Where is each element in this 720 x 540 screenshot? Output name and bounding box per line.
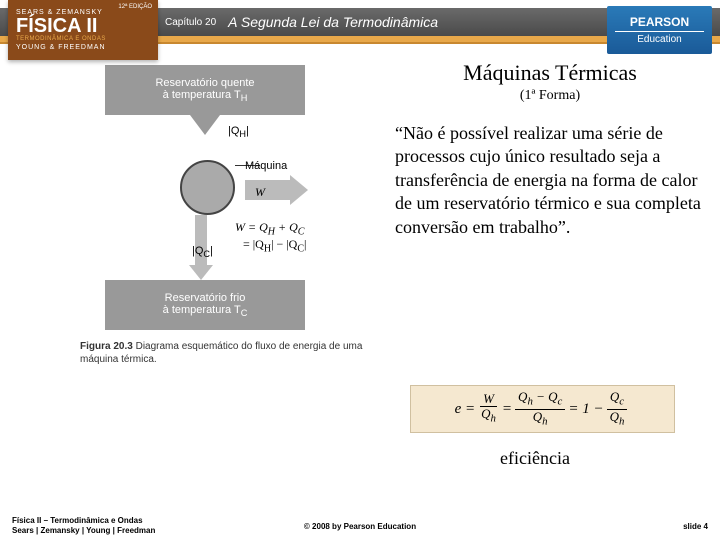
efficiency-label: eficiência	[500, 448, 570, 469]
cold-label1: Reservatório frio	[165, 292, 246, 304]
chapter-label: Capítulo 20	[165, 17, 216, 28]
arrow-qh	[190, 115, 220, 135]
pearson-text2: Education	[637, 34, 681, 45]
text-column: Máquinas Térmicas (1ª Forma) “Não é poss…	[395, 60, 705, 239]
w-label: W	[255, 185, 265, 200]
body-text: “Não é possível realizar uma série de pr…	[395, 122, 705, 239]
footer-left-line2: Sears | Zemansky | Young | Freedman	[12, 526, 155, 536]
book-sub2: YOUNG & FREEDMAN	[16, 44, 150, 51]
one-minus: = 1 −	[568, 401, 603, 418]
slide-content: Reservatório quente à temperatura TH |QH…	[0, 50, 720, 500]
qh-label: |QH|	[228, 125, 249, 139]
efficiency-formula: e = W Qh = Qh − Qc Qh = 1 − Qc Qh	[410, 385, 675, 433]
machine-circle	[180, 160, 235, 215]
sub-title: (1ª Forma)	[395, 88, 705, 104]
equals-1: =	[502, 401, 512, 418]
cold-reservoir: Reservatório frio à temperatura TC	[105, 280, 305, 330]
pearson-divider	[615, 31, 704, 32]
energy-flow-diagram: Reservatório quente à temperatura TH |QH…	[80, 65, 330, 135]
footer-left-line1: Física II – Termodinâmica e Ondas	[12, 516, 155, 526]
slide-header: Capítulo 20 A Segunda Lei da Termodinâmi…	[0, 0, 720, 50]
fraction-2: Qh − Qc Qh	[515, 390, 565, 428]
footer-slide-number: slide 4	[683, 522, 708, 531]
pearson-logo: PEARSON Education	[607, 6, 712, 54]
slide-footer: Física II – Termodinâmica e Ondas Sears …	[0, 512, 720, 540]
cold-label2: à temperatura TC	[163, 304, 248, 318]
book-title: FÍSICA II	[16, 16, 150, 36]
equation-2: = |QH| − |QC|	[243, 237, 306, 254]
book-badge: 12ª EDIÇÃO SEARS & ZEMANSKY FÍSICA II TE…	[8, 0, 158, 60]
formula-e: e =	[455, 401, 476, 418]
machine-label: Máquina	[245, 160, 287, 172]
fraction-3: Qc Qh	[607, 390, 628, 428]
footer-copyright: © 2008 by Pearson Education	[304, 522, 416, 531]
figure-caption: Figura 20.3 Diagrama esquemático do flux…	[80, 340, 390, 366]
hot-label2: à temperatura TH	[163, 89, 248, 103]
qc-label: |QC|	[192, 245, 213, 259]
book-edition: 12ª EDIÇÃO	[118, 4, 152, 10]
equation-1: W = QH + QC	[235, 220, 304, 237]
chapter-title: A Segunda Lei da Termodinâmica	[228, 14, 438, 30]
hot-label1: Reservatório quente	[155, 77, 254, 89]
fraction-1: W Qh	[478, 392, 499, 426]
pearson-text1: PEARSON	[630, 15, 689, 29]
footer-left: Física II – Termodinâmica e Ondas Sears …	[12, 516, 155, 535]
book-sub1: TERMODINÂMICA E ONDAS	[16, 36, 150, 42]
hot-reservoir: Reservatório quente à temperatura TH	[105, 65, 305, 115]
main-title: Máquinas Térmicas	[395, 60, 705, 86]
